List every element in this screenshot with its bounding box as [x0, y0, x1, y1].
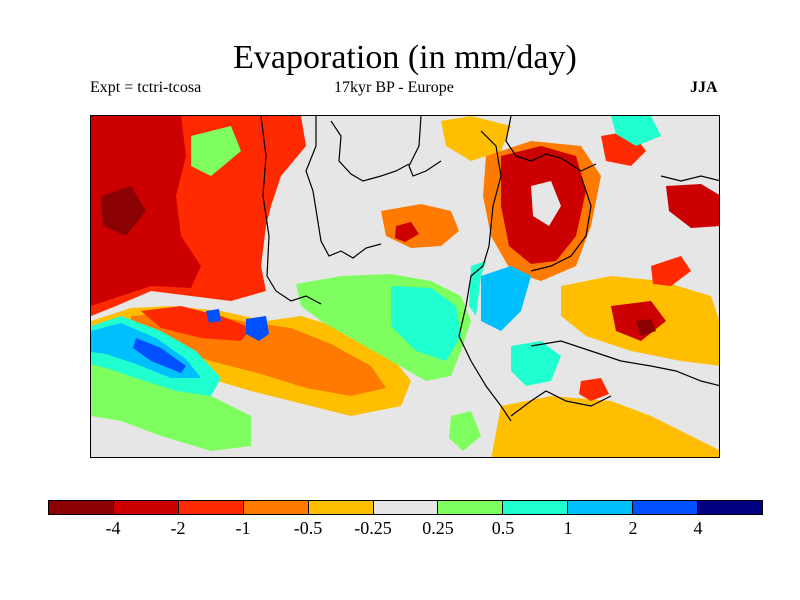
colorbar-tick-label: 2: [628, 518, 638, 538]
colorbar-tick-label: 4: [693, 518, 703, 538]
coastal-blue-patch: [246, 316, 269, 341]
atlantic-maroon-patch: [101, 186, 146, 236]
colorbar-tick-label: -4: [105, 518, 121, 538]
east-red-strip: [651, 256, 691, 286]
season-label: JJA: [690, 79, 718, 96]
colorbar-labels: -4 -2 -1 -0.5 -0.25 0.25 0.5 1 2 4: [0, 517, 800, 541]
colorbar-swatch: [633, 501, 699, 514]
southwest-green-zone: [91, 361, 251, 451]
colorbar-swatch: [438, 501, 504, 514]
central-cyan-band: [391, 286, 461, 361]
colorbar-tick-label: 0.5: [491, 518, 515, 538]
southwest-dark-blue-core: [133, 338, 186, 373]
colorbar-swatch: [373, 501, 439, 514]
baltic-blue-region: [481, 266, 531, 331]
colorbar-swatch: [568, 501, 634, 514]
colorbar-swatch: [243, 501, 309, 514]
atlantic-red-streak: [141, 306, 251, 341]
far-northeast-red: [666, 184, 719, 228]
colorbar-swatch: [503, 501, 569, 514]
experiment-label: Expt = tctri-tcosa: [90, 79, 202, 96]
colorbar-swatch: [698, 501, 762, 514]
evaporation-map: [90, 115, 720, 458]
atlantic-north-green: [191, 126, 241, 176]
coastlines: [260, 116, 719, 422]
colorbar: [48, 500, 763, 515]
colorbar-tick-label: -0.5: [293, 518, 323, 538]
plot-title: Evaporation (in mm/day): [233, 39, 577, 76]
southeast-red-spot: [579, 378, 609, 401]
colorbar-tick-label: 0.25: [422, 518, 454, 538]
central-red-spot: [395, 222, 419, 242]
colorbar-swatch: [178, 501, 244, 514]
southeast-cyan-region: [511, 341, 561, 386]
colorbar-swatch: [308, 501, 374, 514]
colorbar-tick-label: 1: [563, 518, 573, 538]
southeast-orange-band: [491, 396, 719, 457]
coastal-blue-patch-2: [206, 309, 221, 323]
colorbar-swatch: [49, 501, 114, 514]
north-orange-arc: [441, 116, 511, 161]
colorbar-tick-label: -1: [235, 518, 251, 538]
colorbar-tick-label: -2: [170, 518, 186, 538]
east-maroon-spot: [636, 319, 656, 336]
southeast-green-spot: [449, 411, 481, 451]
colorbar-swatch: [113, 501, 179, 514]
far-north-cyan: [611, 116, 661, 146]
colorbar-tick-label: -0.25: [354, 518, 392, 538]
scandinavia-hole: [531, 181, 561, 226]
period-region-label: 17kyr BP - Europe: [334, 79, 454, 96]
